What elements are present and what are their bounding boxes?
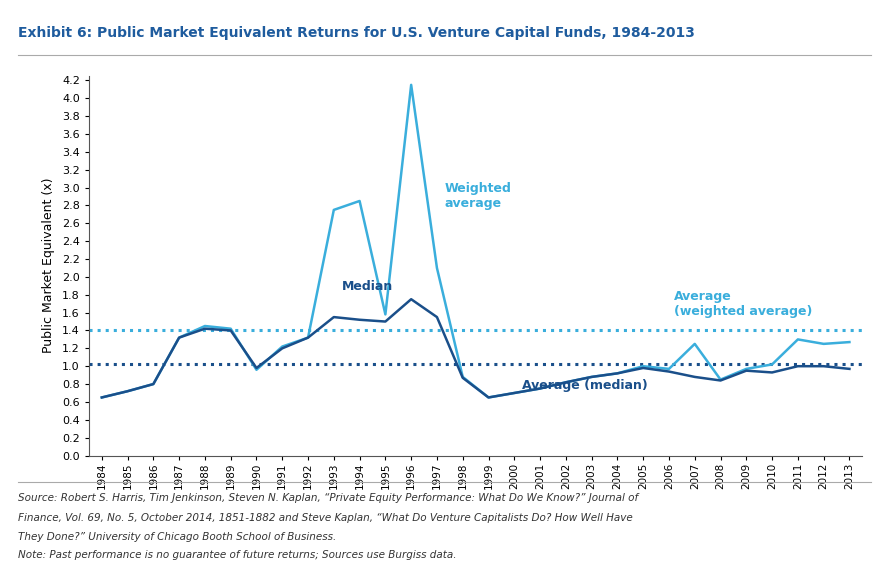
Text: Source: Robert S. Harris, Tim Jenkinson, Steven N. Kaplan, “Private Equity Perfo: Source: Robert S. Harris, Tim Jenkinson,… [18,493,638,503]
Text: Average (median): Average (median) [522,380,648,392]
Text: Weighted
average: Weighted average [444,182,511,210]
Text: Median: Median [341,280,393,293]
Y-axis label: Public Market Equivalent (x): Public Market Equivalent (x) [42,178,55,353]
Text: Exhibit 6: Public Market Equivalent Returns for U.S. Venture Capital Funds, 1984: Exhibit 6: Public Market Equivalent Retu… [18,26,694,40]
Text: They Done?” University of Chicago Booth School of Business.: They Done?” University of Chicago Booth … [18,532,336,542]
Text: Average
(weighted average): Average (weighted average) [674,290,813,318]
Text: Note: Past performance is no guarantee of future returns; Sources use Burgiss da: Note: Past performance is no guarantee o… [18,550,456,560]
Text: Finance, Vol. 69, No. 5, October 2014, 1851-1882 and Steve Kaplan, “What Do Vent: Finance, Vol. 69, No. 5, October 2014, 1… [18,513,633,523]
